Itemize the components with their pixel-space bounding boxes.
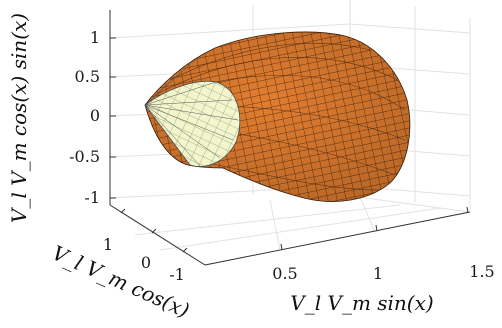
y-tick-label: -1 [169, 265, 185, 284]
x-tick-label: 1 [373, 264, 383, 283]
x-tick-label: 1.5 [469, 262, 494, 281]
z-tick-label: 1 [90, 28, 100, 47]
z-tick-label: -1 [84, 188, 100, 207]
y-tick-label: 0 [141, 253, 151, 272]
cap-fan-lines [144, 59, 239, 167]
axes [109, 10, 471, 266]
z-axis-label: V_l V_m cos(x) sin(x) [7, 13, 31, 223]
z-tick-labels: 1 0.5 0 -0.5 -1 [69, 28, 100, 207]
z-tick-label: -0.5 [69, 147, 100, 166]
x-tick-labels: 0.5 1 1.5 [272, 262, 494, 283]
tick-marks [110, 37, 469, 253]
y-tick-labels: 1 0 -1 [103, 235, 185, 284]
z-tick-label: 0 [90, 106, 100, 125]
z-tick-label: 0.5 [75, 67, 100, 86]
x-axis-label: V_l V_m sin(x) [290, 291, 433, 315]
x-tick-label: 0.5 [272, 264, 297, 283]
y-tick-label: 1 [103, 235, 113, 254]
